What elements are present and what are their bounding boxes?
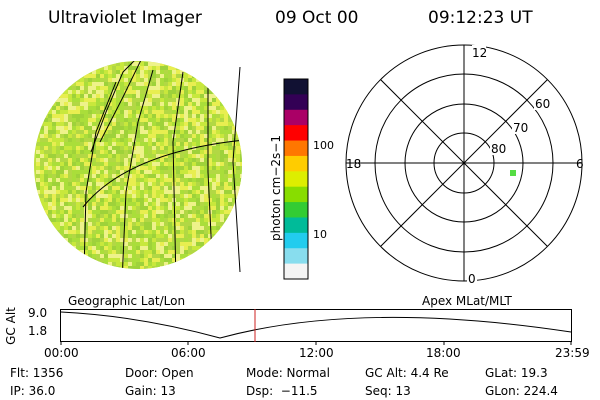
status-gc-alt: GC Alt: 4.4 Re [365, 366, 449, 380]
status-seq: Seq: 13 [365, 384, 411, 398]
spacecraft-marker [510, 170, 516, 176]
status-glat: GLat: 19.3 [485, 366, 548, 380]
parallel-line [82, 139, 242, 208]
timeline-frame [60, 309, 572, 342]
status-glon: GLon: 224.4 [485, 384, 558, 398]
meridian-line [99, 61, 142, 143]
status-gain: Gain: 13 [125, 384, 176, 398]
altitude-curve [60, 311, 572, 339]
polar-label-18: 18 [346, 157, 361, 171]
status-ip: IP: 36.0 [10, 384, 56, 398]
colorbar-band [284, 155, 308, 172]
limb-line [232, 66, 241, 273]
timeline-ticks [60, 341, 572, 345]
xtick-1800: 18:00 [426, 346, 461, 360]
status-dsp: Dsp: −11.5 [246, 384, 318, 398]
colorbar-band [284, 94, 308, 111]
colorbar-band [284, 248, 308, 265]
colorbar-band [284, 125, 308, 142]
polar-label-0: 0 [468, 272, 476, 286]
polar-label-6: 6 [576, 157, 584, 171]
polar-plot: 12 0 18 6 60 70 80 [345, 44, 584, 286]
colorbar-band [284, 79, 308, 95]
time-label: 09:12:23 UT [428, 8, 533, 28]
colorbar-band [284, 217, 308, 234]
timeline-ytick-high: 9.0 [28, 306, 48, 320]
meridian-line [83, 81, 117, 269]
status-flt: Flt: 1356 [10, 366, 64, 380]
xtick-2359: 23:59 [555, 346, 590, 360]
colorbar-tick-10: 10 [313, 228, 327, 241]
timeline-right-title: Apex MLat/MLT [422, 294, 512, 308]
ring-label-70: 70 [513, 121, 528, 135]
colorbar-band [284, 109, 308, 126]
ring-label-80: 80 [491, 142, 506, 156]
timeline-plot [60, 309, 572, 345]
xtick-0600: 06:00 [171, 346, 206, 360]
disk-noise [36, 62, 242, 269]
status-door: Door: Open [125, 366, 194, 380]
timeline-ytick-low: 1.8 [28, 324, 48, 338]
colorbar-band [284, 202, 308, 218]
colorbar [283, 78, 309, 280]
timeline-left-title: Geographic Lat/Lon [68, 294, 186, 308]
polar-diagonal [380, 79, 548, 247]
meridian-line [172, 71, 184, 269]
timeline-ylabel: GC Alt [4, 307, 18, 345]
colorbar-label: photon cm−2s−1 [269, 135, 283, 241]
uv-disk-image [34, 61, 242, 273]
colorbar-tick-100: 100 [313, 139, 334, 152]
meridian-line [90, 61, 139, 153]
status-mode: Mode: Normal [246, 366, 330, 380]
meridian-line [121, 69, 154, 269]
date-label: 09 Oct 00 [275, 8, 359, 28]
colorbar-band [284, 263, 308, 280]
colorbar-band [284, 140, 308, 157]
colorbar-band [284, 186, 308, 203]
polar-label-12: 12 [472, 46, 487, 60]
instrument-title: Ultraviolet Imager [48, 8, 202, 28]
ring-label-60: 60 [535, 97, 550, 111]
xtick-0000: 00:00 [44, 346, 79, 360]
colorbar-band [284, 171, 308, 188]
xtick-1200: 12:00 [299, 346, 334, 360]
colorbar-band [284, 232, 308, 249]
